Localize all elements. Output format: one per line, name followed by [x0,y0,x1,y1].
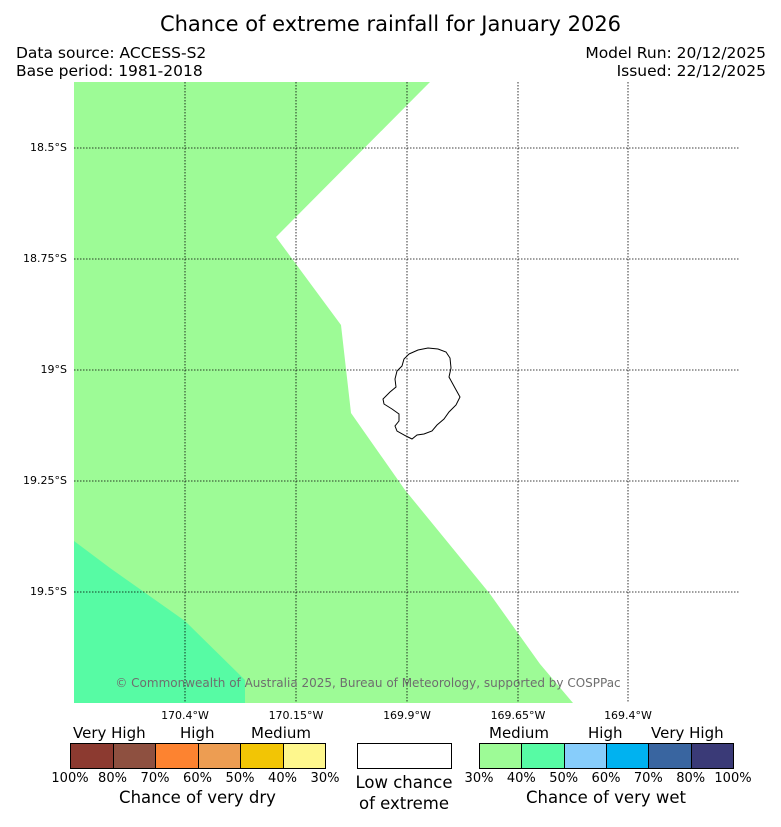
wet-swatch [691,744,733,768]
model-run-text: Model Run: 20/12/2025 [585,44,766,62]
dry-swatch [241,744,284,768]
lon-label: 169.65°W [490,709,546,722]
dry-percent-label: 30% [310,771,340,786]
wet-percent-label: 100% [714,771,752,786]
dry-very-high-label: Very High [73,724,146,742]
wet-swatch [564,744,607,768]
wet-percent-label: 60% [591,771,621,786]
wet-colorbar [479,743,734,769]
wet-percent-label: 40% [506,771,536,786]
wet-swatch [606,744,650,768]
low-chance-caption-line1: Low chance [355,773,453,792]
wet-caption: Chance of very wet [526,788,686,807]
dry-percent-label: 80% [98,771,127,786]
dry-percent-label: 50% [225,771,255,786]
dry-swatch [71,744,114,768]
lon-label: 170.15°W [268,709,324,722]
wet-percent-label: 70% [633,771,663,786]
wet-percent-label: 50% [549,771,579,786]
wet-very-high-label: Very High [651,724,724,742]
low-chance-caption-line2: of extreme [358,794,450,813]
lat-label: 19.5°S [30,585,67,598]
wet-medium-label: Medium [489,724,549,742]
dry-percent-label: 40% [268,771,297,786]
dry-swatch [283,744,325,768]
wet-swatch [649,744,692,768]
graticule [74,82,739,703]
dry-medium-label: Medium [251,724,311,742]
dry-swatch [198,744,241,768]
issued-text: Issued: 22/12/2025 [616,62,766,80]
dry-colorbar [70,743,326,769]
dry-swatch [156,744,199,768]
lat-label: 19°S [40,363,67,376]
wet-percent-label: 80% [676,771,706,786]
wet-percent-label: 30% [464,771,494,786]
niue-island-outline [382,347,461,440]
low-chance-swatch [357,743,452,769]
data-source-text: Data source: ACCESS-S2 [16,44,207,62]
copyright-notice: © Commonwealth of Australia 2025, Bureau… [115,676,620,690]
base-period-text: Base period: 1981-2018 [16,62,203,80]
lat-label: 18.75°S [23,252,67,265]
dry-percent-label: 70% [140,771,170,786]
lon-label: 169.9°W [383,709,431,722]
medium-high-wet-region [74,541,245,703]
wet-swatch [480,744,523,768]
dry-swatch [113,744,156,768]
wet-swatch [522,744,565,768]
lon-label: 169.4°W [604,709,652,722]
dry-high-label: High [180,724,215,742]
lon-label: 170.4°W [161,709,209,722]
medium-wet-region [74,82,573,703]
dry-caption: Chance of very dry [119,788,276,807]
map-title: Chance of extreme rainfall for January 2… [159,12,622,36]
lat-label: 18.5°S [30,141,67,154]
dry-percent-label: 60% [183,771,212,786]
dry-percent-label: 100% [51,771,89,786]
lat-label: 19.25°S [23,474,67,487]
wet-high-label: High [588,724,623,742]
